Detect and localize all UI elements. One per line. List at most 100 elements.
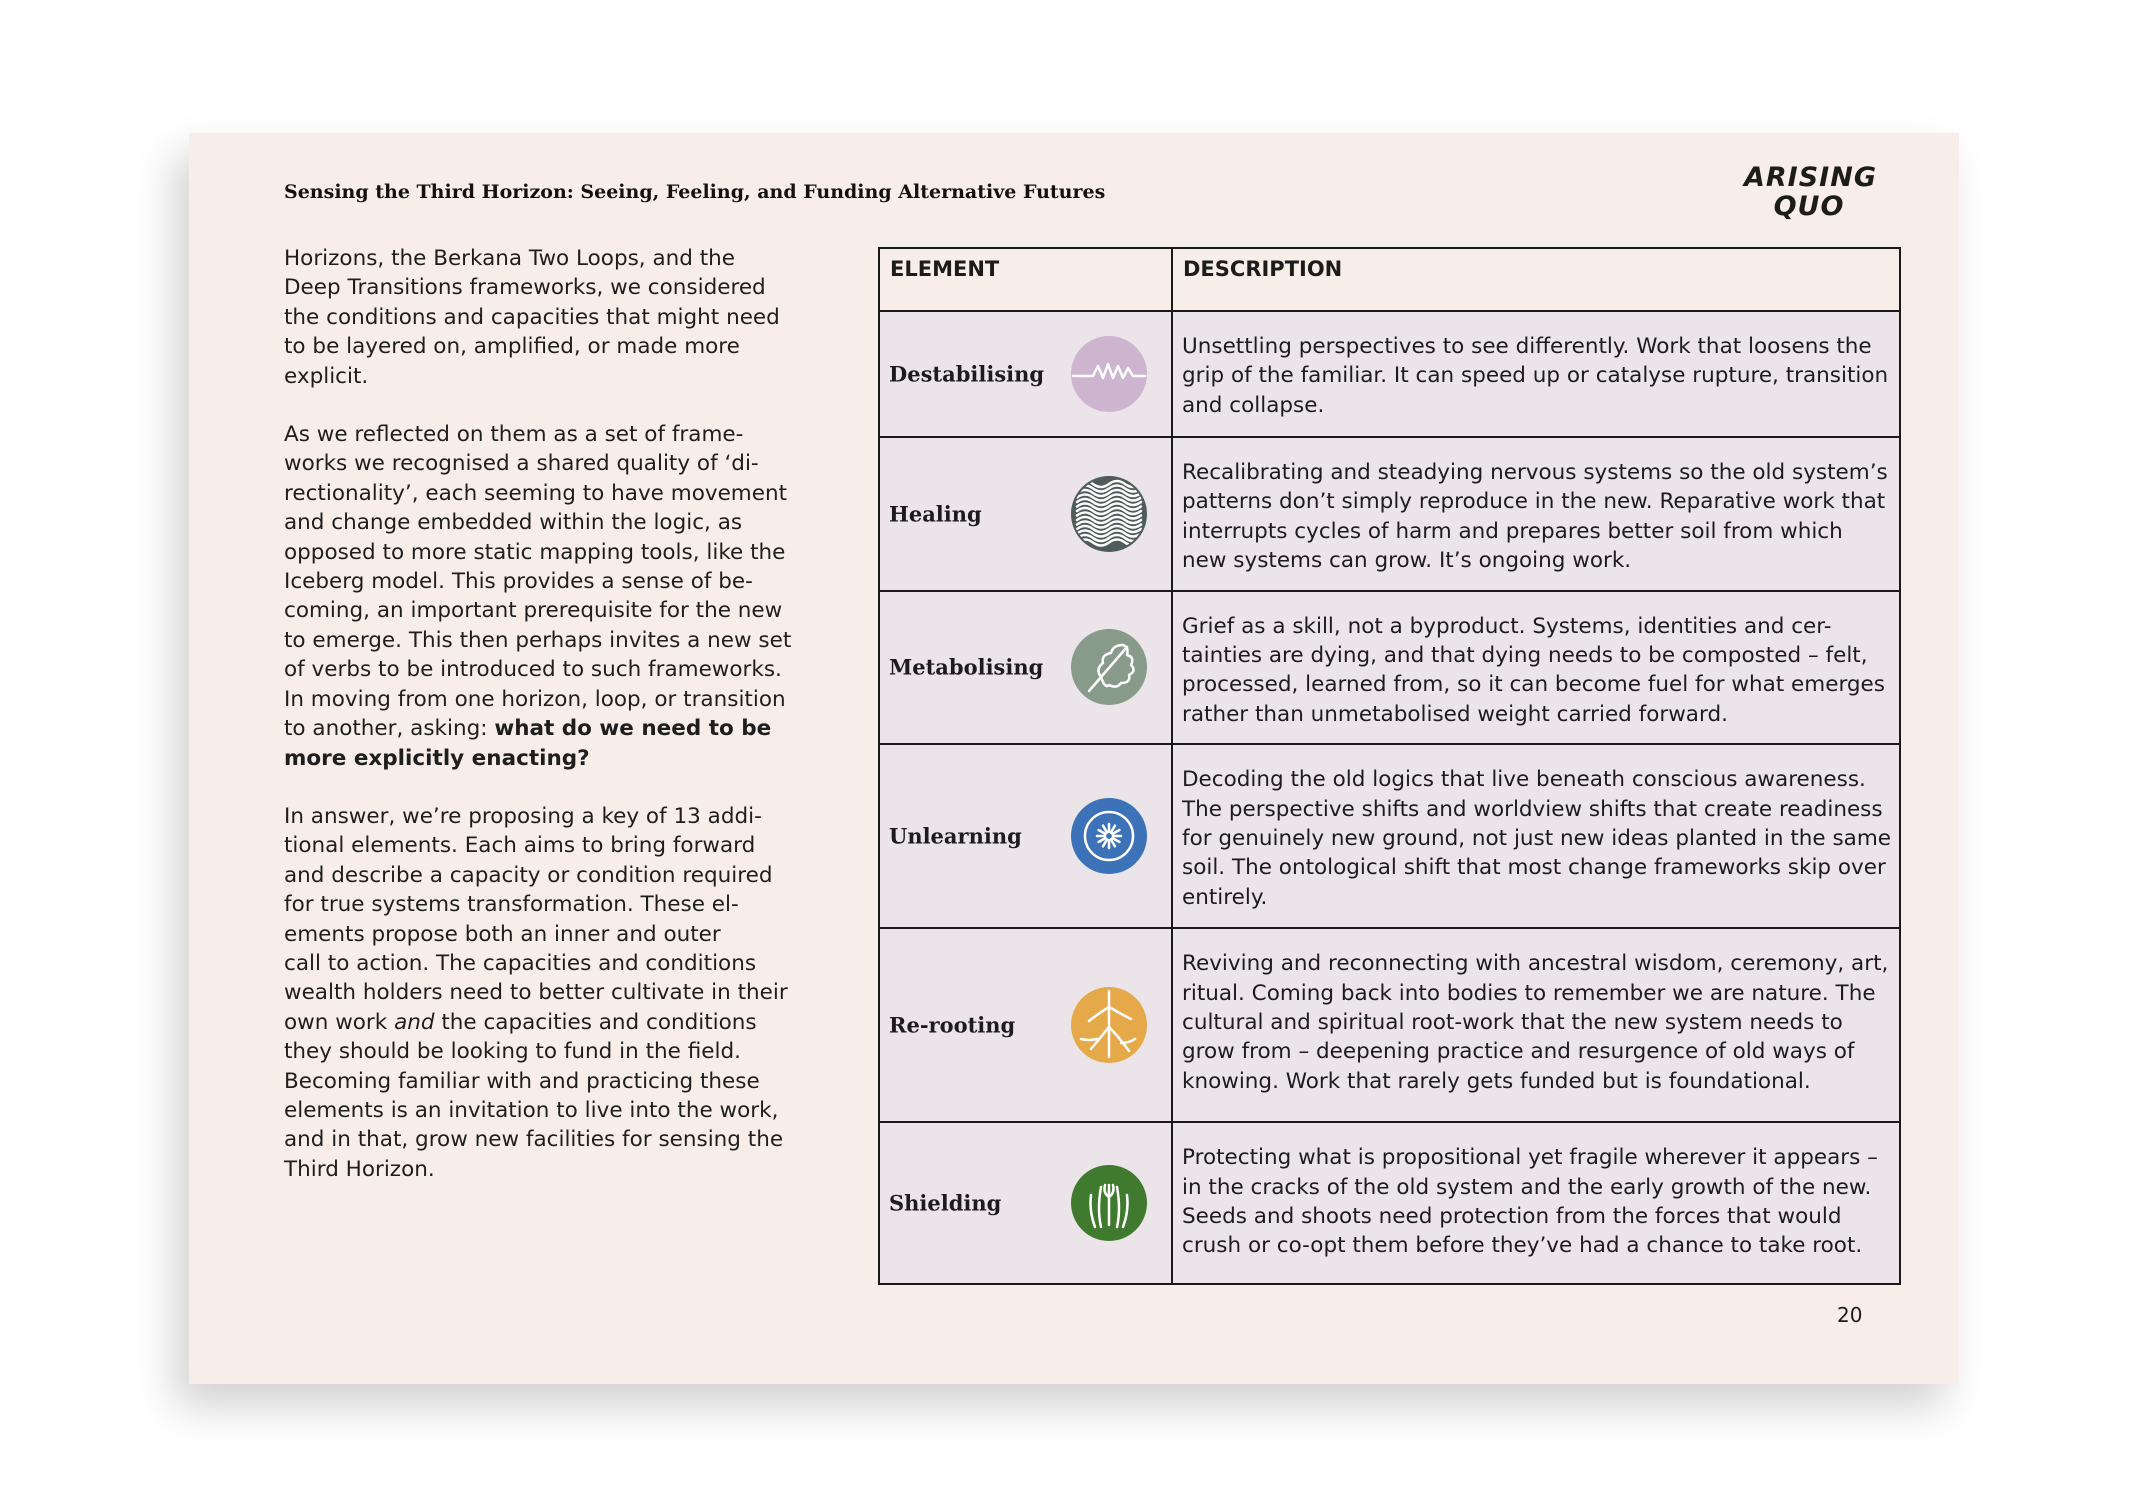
description-line: ritual. Coming back into bodies to remem… [1182,980,1876,1006]
text-line: and describe a capacity or condition req… [284,862,773,888]
text-line: of verbs to be introduced to such framew… [284,657,782,683]
description-line: Reviving and reconnecting with ancestral… [1182,951,1889,977]
description-line: Grief as a skill, not a byproduct. Syste… [1182,613,1832,639]
oak-leaf-icon [1071,629,1147,706]
description-line: interrupts cycles of harm and prepares b… [1182,518,1843,544]
text-line: explicit. [284,363,369,389]
text-line: Horizons, the Berkana Two Loops, and the [284,246,736,271]
description-line: for genuinely new ground, not just new i… [1182,826,1891,852]
text-line: to be layered on, amplified, or made mor… [284,334,740,360]
description-cell: Recalibrating and steadying nervous syst… [1171,436,1901,592]
page-number: 20 [1837,1303,1863,1327]
description-cell: Unsettling perspectives to see different… [1171,310,1901,438]
description-cell: Protecting what is propositional yet fra… [1171,1121,1901,1286]
radiating-circle-icon [1071,798,1147,875]
text-line: for true systems transformation. These e… [284,892,739,918]
description-line: grow from – deepening practice and resur… [1182,1039,1855,1065]
text-line: Iceberg model. This provides a sense of … [284,569,753,595]
description-line: new systems can grow. It’s ongoing work. [1182,548,1632,574]
description-cell: Decoding the old logics that live beneat… [1171,743,1901,930]
element-cell: Unlearning [878,743,1173,930]
text-line: tional elements. Each aims to bring forw… [284,833,756,859]
element-name: Unlearning [889,823,1022,849]
description-line: tainties are dying, and that dying needs… [1182,643,1868,669]
text-line: the conditions and capacities that might… [284,304,780,330]
element-name: Destabilising [889,361,1045,387]
neural-pattern-icon [1071,475,1147,552]
text-line: own work and the capacities and conditio… [284,1008,804,1037]
description-line: grip of the familiar. It can speed up or… [1182,363,1889,389]
element-name: Re-rooting [889,1012,1016,1038]
description-line: processed, learned from, so it can becom… [1182,672,1885,698]
body-paragraph: In answer, we’re proposing a key of 13 a… [284,802,804,1184]
description-line: Protecting what is propositional yet fra… [1182,1145,1878,1171]
table-row: Destabilising Unsettling perspectives to… [878,310,1901,438]
document-page: Sensing the Third Horizon: Seeing, Feeli… [189,133,1959,1384]
roots-icon [1071,987,1147,1064]
description-line: patterns don’t simply reproduce in the n… [1182,489,1886,515]
text-line: wealth holders need to better cultivate … [284,980,788,1006]
description-cell: Grief as a skill, not a byproduct. Syste… [1171,589,1901,746]
table-row: Metabolising Grief as a skill, not a byp… [878,589,1901,746]
text-line: and change embedded within the logic, as [284,510,743,536]
text-line: In moving from one horizon, loop, or tra… [284,686,786,712]
element-name: Metabolising [889,654,1044,680]
element-cell: Shielding [878,1121,1173,1286]
header-description: DESCRIPTION [1171,247,1901,312]
bold-text: more explicitly enacting? [284,745,590,771]
description-line: Decoding the old logics that live beneat… [1182,767,1866,793]
element-cell: Re-rooting [878,927,1173,1124]
description-line: soil. The ontological shift that most ch… [1182,855,1886,881]
description-line: The perspective shifts and worldview shi… [1182,796,1883,822]
bold-text: what do we need to be [494,716,772,742]
text-line: ements propose both an inner and outer [284,921,721,947]
arising-quo-logo: ARISING QUO [1744,162,1877,222]
text-line: works we recognised a shared quality of … [284,451,759,477]
description-line: rather than unmetabolised weight carried… [1182,701,1728,727]
text-line: and in that, grow new facilities for sen… [284,1127,784,1153]
logo-line-1: ARISING [1744,162,1877,193]
italic-text: and [394,1009,435,1035]
logo-line-2: QUO [1773,191,1845,222]
protecting-hands-icon [1071,1165,1147,1242]
elements-table: ELEMENT DESCRIPTION Destabilising Unsett… [878,247,1901,1286]
text-line: As we reflected on them as a set of fram… [284,422,744,448]
element-cell: Destabilising [878,310,1173,438]
table-row: Unlearning Decoding the old logics that … [878,743,1901,930]
text-line: more explicitly enacting? [284,744,804,773]
text-line: opposed to more static mapping tools, li… [284,539,786,565]
description-line: knowing. Work that rarely gets funded bu… [1182,1068,1811,1094]
description-line: Unsettling perspectives to see different… [1182,334,1872,359]
element-name: Shielding [889,1190,1002,1216]
body-text-column: Horizons, the Berkana Two Loops, and the… [284,244,804,1213]
text-line: Deep Transitions frameworks, we consider… [284,275,766,301]
description-line: and collapse. [1182,392,1325,418]
text-line: rectionality’, each seeming to have move… [284,480,788,506]
table-header-row: ELEMENT DESCRIPTION [878,247,1901,312]
text-line: elements is an invitation to live into t… [284,1097,779,1123]
text-line: they should be looking to fund in the fi… [284,1039,741,1065]
description-line: entirely. [1182,884,1268,910]
heartbeat-line-icon [1071,336,1147,412]
text-segment: own work [284,1009,395,1035]
table-row: Re-rooting Reviving and reconnecting wit… [878,927,1901,1124]
header-element: ELEMENT [878,247,1173,312]
text-line: Third Horizon. [284,1156,435,1182]
text-line: to emerge. This then perhaps invites a n… [284,627,792,653]
text-line: In answer, we’re proposing a key of 13 a… [284,803,762,829]
description-line: crush or co-opt them before they’ve had … [1182,1233,1863,1259]
text-line: coming, an important prerequisite for th… [284,598,783,624]
text-line: call to action. The capacities and condi… [284,950,757,976]
text-segment: to another, asking: [284,716,495,742]
body-paragraph: As we reflected on them as a set of fram… [284,420,804,773]
text-line: to another, asking: what do we need to b… [284,714,804,743]
body-paragraph: Horizons, the Berkana Two Loops, and the… [284,244,804,391]
description-line: Seeds and shoots need protection from th… [1182,1204,1842,1230]
description-line: in the cracks of the old system and the … [1182,1174,1872,1200]
text-segment: the capacities and conditions [434,1009,757,1035]
table-row: Healing Recalibrating and steadying nerv… [878,436,1901,592]
description-line: cultural and spiritual root-work that th… [1182,1010,1843,1036]
text-line: Becoming familiar with and practicing th… [284,1068,760,1094]
table-row: Shielding Protecting what is proposition… [878,1121,1901,1286]
description-line: Recalibrating and steadying nervous syst… [1182,460,1888,485]
